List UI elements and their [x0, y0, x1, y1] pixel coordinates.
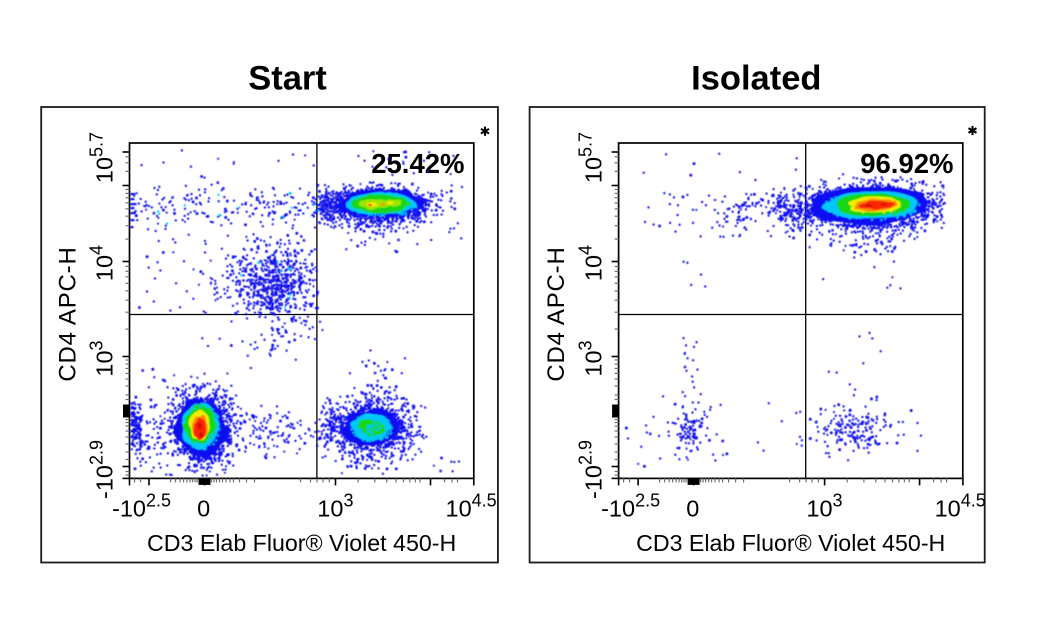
svg-text:-102.9: -102.9 [87, 440, 118, 499]
svg-text:105.7: 105.7 [576, 132, 607, 183]
svg-text:25.42%: 25.42% [371, 148, 464, 179]
svg-text:104.5: 104.5 [446, 491, 497, 522]
svg-text:CD4 APC-H: CD4 APC-H [54, 246, 81, 381]
svg-text:-102.9: -102.9 [576, 440, 607, 499]
svg-text:Start: Start [248, 60, 327, 98]
svg-text:0: 0 [686, 496, 699, 522]
svg-text:CD4 APC-H: CD4 APC-H [543, 246, 570, 381]
svg-text:CD3 Elab Fluor® Violet 450-H: CD3 Elab Fluor® Violet 450-H [147, 530, 456, 556]
svg-text:Isolated: Isolated [691, 60, 821, 98]
svg-text:96.92%: 96.92% [860, 148, 953, 179]
svg-text:CD3 Elab Fluor® Violet 450-H: CD3 Elab Fluor® Violet 450-H [636, 530, 945, 556]
svg-text:104: 104 [87, 245, 118, 281]
svg-text:0: 0 [197, 496, 210, 522]
